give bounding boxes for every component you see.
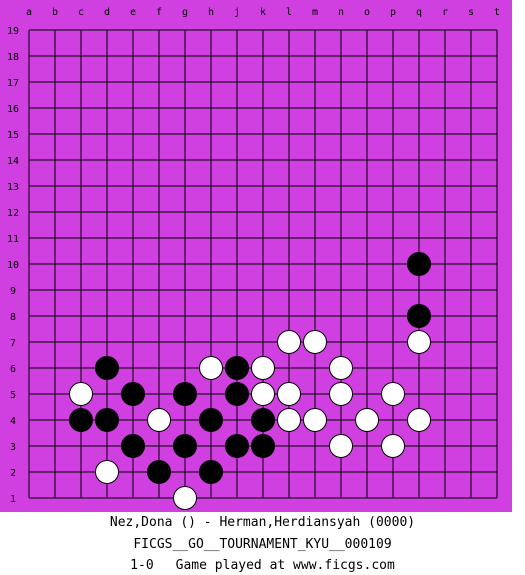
black-stone bbox=[121, 382, 145, 406]
black-stone bbox=[121, 434, 145, 458]
row-label: 2 bbox=[10, 468, 16, 479]
column-label: o bbox=[364, 7, 370, 18]
column-label: d bbox=[104, 7, 110, 18]
row-label: 7 bbox=[10, 338, 16, 349]
column-label: f bbox=[156, 7, 162, 18]
column-label: e bbox=[130, 7, 136, 18]
row-label: 13 bbox=[7, 182, 19, 193]
row-label: 4 bbox=[10, 416, 16, 427]
white-stone bbox=[303, 330, 327, 354]
white-stone bbox=[277, 408, 301, 432]
white-stone bbox=[303, 408, 327, 432]
players-line: Nez,Dona () - Herman,Herdiansyah (0000) bbox=[109, 515, 416, 530]
row-label: 12 bbox=[7, 208, 19, 219]
column-label: s bbox=[468, 7, 474, 18]
row-label: 9 bbox=[10, 286, 16, 297]
white-stone bbox=[251, 382, 275, 406]
white-stone bbox=[407, 330, 431, 354]
white-stone bbox=[95, 460, 119, 484]
row-label: 17 bbox=[7, 78, 19, 89]
black-stone bbox=[173, 434, 197, 458]
row-label: 8 bbox=[10, 312, 16, 323]
column-label: r bbox=[442, 7, 448, 18]
event-line: FICGS__GO__TOURNAMENT_KYU__000109 bbox=[133, 537, 392, 552]
white-stone bbox=[329, 434, 353, 458]
board-grid bbox=[28, 29, 498, 499]
column-label: t bbox=[494, 7, 500, 18]
column-label: b bbox=[52, 7, 58, 18]
black-stone bbox=[225, 382, 249, 406]
white-stone bbox=[329, 382, 353, 406]
row-label: 15 bbox=[7, 130, 19, 141]
column-label: k bbox=[260, 7, 266, 18]
row-label: 6 bbox=[10, 364, 16, 375]
row-label: 3 bbox=[10, 442, 16, 453]
row-label: 14 bbox=[7, 156, 19, 167]
black-stone bbox=[95, 408, 119, 432]
white-stone bbox=[329, 356, 353, 380]
black-stone bbox=[173, 382, 197, 406]
row-label: 16 bbox=[7, 104, 19, 115]
white-stone bbox=[173, 486, 197, 510]
white-stone bbox=[277, 382, 301, 406]
black-stone bbox=[251, 434, 275, 458]
site-text: Game played at www.ficgs.com bbox=[175, 558, 395, 573]
row-label: 10 bbox=[7, 260, 19, 271]
column-label: p bbox=[390, 7, 396, 18]
column-label: q bbox=[416, 7, 422, 18]
black-stone bbox=[407, 304, 431, 328]
black-stone bbox=[225, 356, 249, 380]
white-stone bbox=[277, 330, 301, 354]
black-stone bbox=[147, 460, 171, 484]
white-stone bbox=[251, 356, 275, 380]
black-stone bbox=[251, 408, 275, 432]
column-label: c bbox=[78, 7, 84, 18]
stones bbox=[69, 252, 431, 510]
black-stone bbox=[225, 434, 249, 458]
row-label: 11 bbox=[7, 234, 19, 245]
game-result: 1-0 bbox=[130, 558, 154, 573]
column-label: n bbox=[338, 7, 344, 18]
column-label: a bbox=[26, 7, 32, 18]
row-label: 1 bbox=[10, 494, 16, 505]
black-stone bbox=[69, 408, 93, 432]
black-stone bbox=[95, 356, 119, 380]
column-label: j bbox=[234, 7, 240, 18]
row-label: 19 bbox=[7, 26, 19, 37]
column-label: l bbox=[286, 7, 292, 18]
board-frame bbox=[0, 0, 512, 512]
black-stone bbox=[407, 252, 431, 276]
row-label: 18 bbox=[7, 52, 19, 63]
white-stone bbox=[407, 408, 431, 432]
column-label: m bbox=[312, 7, 318, 18]
result-line: 1-0 Game played at www.ficgs.com bbox=[0, 558, 525, 573]
white-stone bbox=[381, 434, 405, 458]
column-label: h bbox=[208, 7, 214, 18]
white-stone bbox=[199, 356, 223, 380]
black-stone bbox=[199, 408, 223, 432]
column-label: g bbox=[182, 7, 188, 18]
row-labels: 19 18 17 16 15 14 13 12 11 10 9 8 7 6 5 4 3 2 1 bbox=[7, 26, 19, 505]
white-stone bbox=[147, 408, 171, 432]
white-stone bbox=[381, 382, 405, 406]
black-stone bbox=[199, 460, 223, 484]
row-label: 5 bbox=[10, 390, 16, 401]
white-stone bbox=[355, 408, 379, 432]
white-stone bbox=[69, 382, 93, 406]
